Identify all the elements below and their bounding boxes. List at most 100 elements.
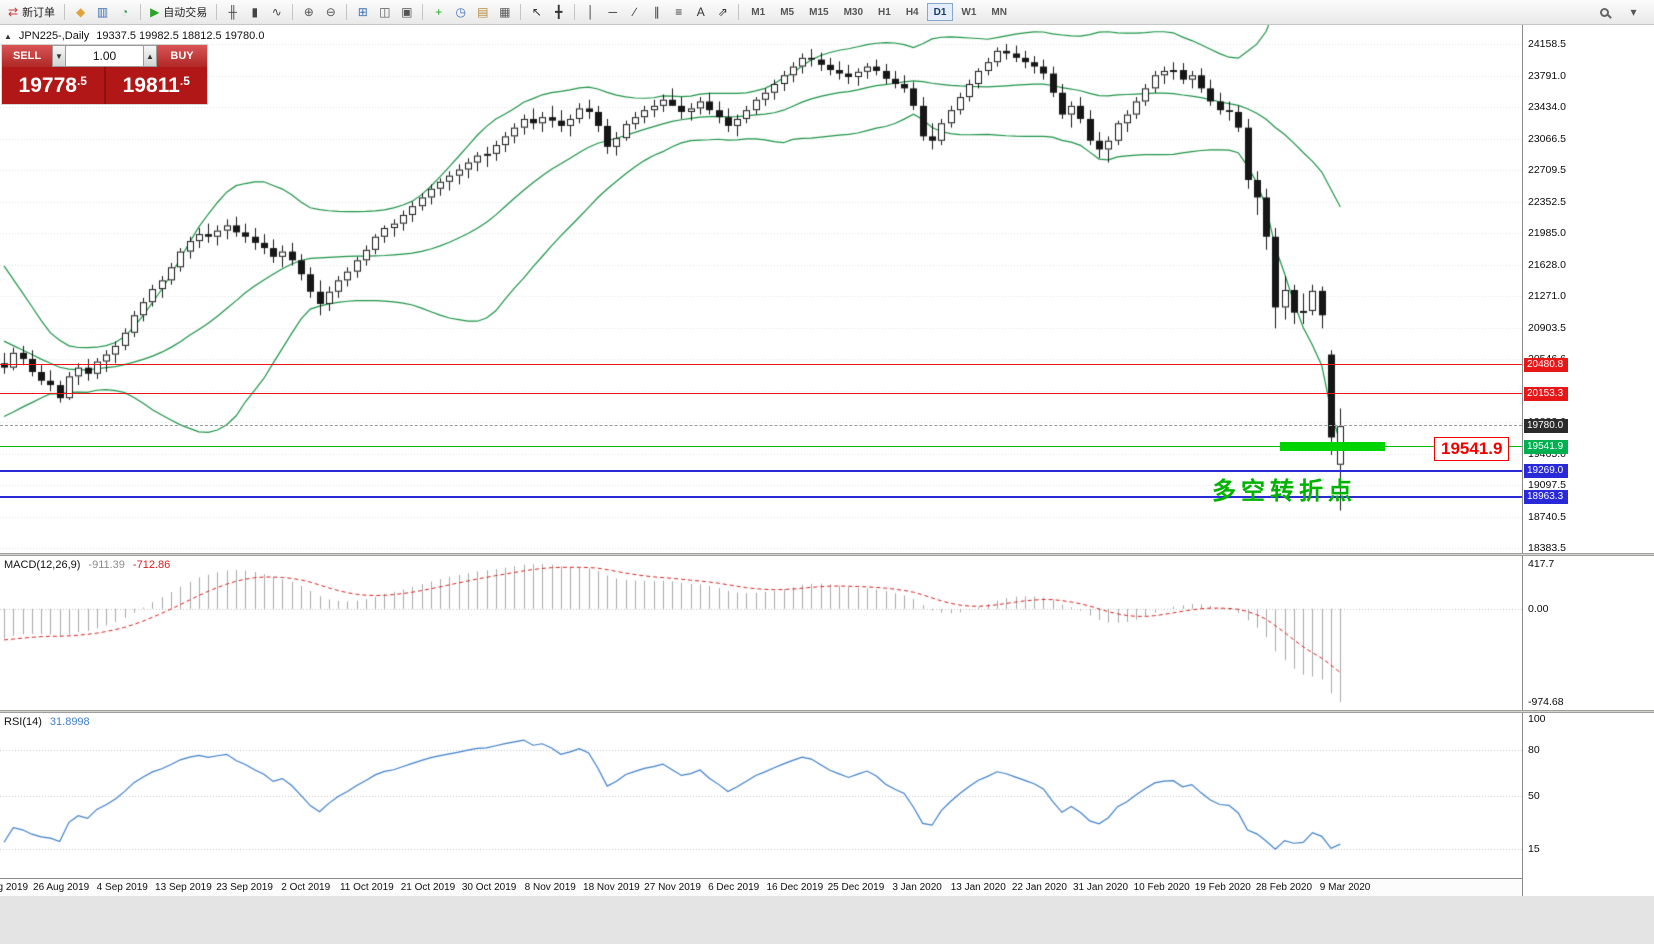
- sell-button[interactable]: SELL: [2, 45, 52, 67]
- navigator-button[interactable]: ◔: [114, 2, 135, 23]
- macd-value: -911.39: [88, 559, 125, 571]
- new-order-icon: ⇄: [8, 5, 19, 19]
- toolbar: ⇄ 新订单 ◆ ▥ ◔ ▶ 自动交易 ╫ ▮ ∿ ⊕ ⊖ ⊞ ◫ ▣ + ◷ ▤ ▦ ↖ ╋ │ ─ ∕ ∥ ≡ A ⇗ M1 M5 M15…: [0, 0, 1654, 25]
- new-order-button[interactable]: ⇄ 新订单: [4, 2, 59, 23]
- trendline-button[interactable]: ∕: [624, 2, 645, 23]
- auto-trading-icon: ▶: [150, 5, 160, 19]
- vertical-line-button[interactable]: │: [580, 2, 601, 23]
- zoom-in-button[interactable]: ⊕: [298, 2, 319, 23]
- price-tick: 22709.5: [1528, 164, 1566, 176]
- equidistant-channel-button[interactable]: ∥: [646, 2, 667, 23]
- price-tag: 18963.3: [1524, 490, 1568, 505]
- fibonacci-button[interactable]: ≡: [668, 2, 689, 23]
- one-click-trading-panel: SELL ▼ ▲ BUY 19778 .5 19811 .5: [2, 45, 207, 104]
- volume-increase-button[interactable]: ▲: [143, 45, 157, 67]
- timeframe-m5-button[interactable]: M5: [773, 3, 801, 21]
- horizontal-line-object: [0, 446, 1522, 447]
- tile-windows-button[interactable]: ◫: [374, 2, 395, 23]
- templates-icon: ▤: [477, 5, 489, 19]
- price-chart-canvas[interactable]: [0, 25, 1522, 553]
- timeframe-mn-button[interactable]: MN: [984, 3, 1014, 21]
- date-label: 4 Sep 2019: [96, 882, 148, 893]
- price-tag: 19780.0: [1524, 419, 1568, 434]
- price-divider: [103, 67, 106, 104]
- metaquotes-button[interactable]: ◆: [70, 2, 91, 23]
- horizontal-line-icon: ─: [608, 5, 618, 19]
- one-click-collapse-arrow[interactable]: ▲: [4, 31, 12, 41]
- zoom-out-button[interactable]: ⊖: [320, 2, 341, 23]
- equidistant-channel-icon: ∥: [653, 5, 660, 19]
- price-tick: 21271.0: [1528, 290, 1566, 302]
- date-label: 27 Nov 2019: [644, 882, 701, 893]
- indicators-icon: +: [435, 5, 443, 19]
- candle-chart-button[interactable]: ▮: [244, 2, 265, 23]
- cursor-button[interactable]: ↖: [526, 2, 547, 23]
- date-label: 11 Oct 2019: [339, 882, 394, 893]
- price-tick: 19097.5: [1528, 479, 1566, 491]
- new-order-label: 新订单: [22, 7, 56, 19]
- rsi-panel-resize-handle[interactable]: [0, 710, 1654, 713]
- rsi-panel-canvas[interactable]: [0, 713, 1522, 878]
- indicators-button[interactable]: +: [428, 2, 449, 23]
- price-scale[interactable]: 24158.5 23791.0 23434.0 23066.5 22709.5 22352…: [1522, 25, 1654, 896]
- line-chart-button[interactable]: ∿: [266, 2, 287, 23]
- toolbar-separator: [216, 4, 218, 20]
- date-label: 19 Feb 2020: [1194, 882, 1251, 893]
- macd-name: MACD(12,26,9): [4, 559, 81, 571]
- volume-input[interactable]: [66, 45, 143, 67]
- periods-button[interactable]: ◷: [450, 2, 471, 23]
- price-tick: 18383.5: [1528, 542, 1566, 554]
- auto-trading-button[interactable]: ▶ 自动交易: [146, 2, 211, 23]
- price-callout-label: 19541.9: [1434, 437, 1510, 461]
- cascade-windows-button[interactable]: ▣: [396, 2, 417, 23]
- time-axis[interactable]: 16 Aug 2019 26 Aug 2019 4 Sep 2019 13 Sep 2…: [0, 878, 1522, 896]
- date-label: 6 Dec 2019: [708, 882, 760, 893]
- new-chart-button[interactable]: ▦: [494, 2, 515, 23]
- arrows-icon: ⇗: [717, 5, 728, 19]
- volume-decrease-button[interactable]: ▼: [52, 45, 66, 67]
- buy-price-frac: .5: [179, 74, 190, 88]
- timeframe-m30-button[interactable]: M30: [837, 3, 870, 21]
- market-watch-icon: ▥: [96, 5, 109, 19]
- toolbar-separator: [520, 4, 522, 20]
- date-label: 21 Oct 2019: [400, 882, 456, 893]
- horizontal-line-button[interactable]: ─: [602, 2, 623, 23]
- auto-trading-label: 自动交易: [163, 7, 208, 19]
- chart-title: ▲ JPN225-,Daily 19337.5 19982.5 18812.5 …: [4, 30, 265, 42]
- date-label: 8 Nov 2019: [524, 882, 576, 893]
- toolbar-options-button[interactable]: ▾: [1623, 2, 1644, 23]
- timeframe-d1-button[interactable]: D1: [926, 3, 954, 21]
- timeframe-h4-button[interactable]: H4: [899, 3, 926, 21]
- sell-price[interactable]: 19778 .5: [2, 67, 104, 104]
- buy-price-main: 19811: [122, 74, 180, 97]
- date-label: 28 Feb 2020: [1255, 882, 1313, 893]
- market-watch-button[interactable]: ▥: [92, 2, 113, 23]
- chart-window: ▲ JPN225-,Daily 19337.5 19982.5 18812.5 …: [0, 25, 1654, 896]
- templates-button[interactable]: ▤: [472, 2, 493, 23]
- candle-chart-icon: ▮: [251, 5, 259, 19]
- price-tick: 23791.0: [1528, 69, 1566, 82]
- buy-price[interactable]: 19811 .5: [106, 67, 208, 104]
- horizontal-line-object: [0, 496, 1522, 498]
- timeframe-w1-button[interactable]: W1: [954, 3, 983, 21]
- bar-chart-button[interactable]: ╫: [222, 2, 243, 23]
- timeframe-m1-button[interactable]: M1: [744, 3, 772, 21]
- macd-panel-resize-handle[interactable]: [0, 553, 1654, 556]
- price-tag: 20480.8: [1524, 357, 1568, 372]
- macd-panel-canvas[interactable]: [0, 556, 1522, 710]
- toolbar-separator: [422, 4, 424, 20]
- crosshair-button[interactable]: ╋: [548, 2, 569, 23]
- grid-button[interactable]: ⊞: [352, 2, 373, 23]
- macd-label: MACD(12,26,9) -911.39 -712.86: [4, 559, 170, 571]
- search-button[interactable]: [1594, 2, 1615, 23]
- arrows-button[interactable]: ⇗: [712, 2, 733, 23]
- timeframe-m15-button[interactable]: M15: [802, 3, 835, 21]
- rsi-scale-tick: 15: [1528, 843, 1540, 856]
- sell-price-main: 19778: [18, 74, 77, 97]
- text-button[interactable]: A: [690, 2, 711, 23]
- toolbar-separator: [292, 4, 294, 20]
- timeframe-h1-button[interactable]: H1: [871, 3, 898, 21]
- buy-button[interactable]: BUY: [157, 45, 207, 67]
- crosshair-icon: ╋: [555, 5, 563, 19]
- bar-chart-icon: ╫: [228, 5, 238, 19]
